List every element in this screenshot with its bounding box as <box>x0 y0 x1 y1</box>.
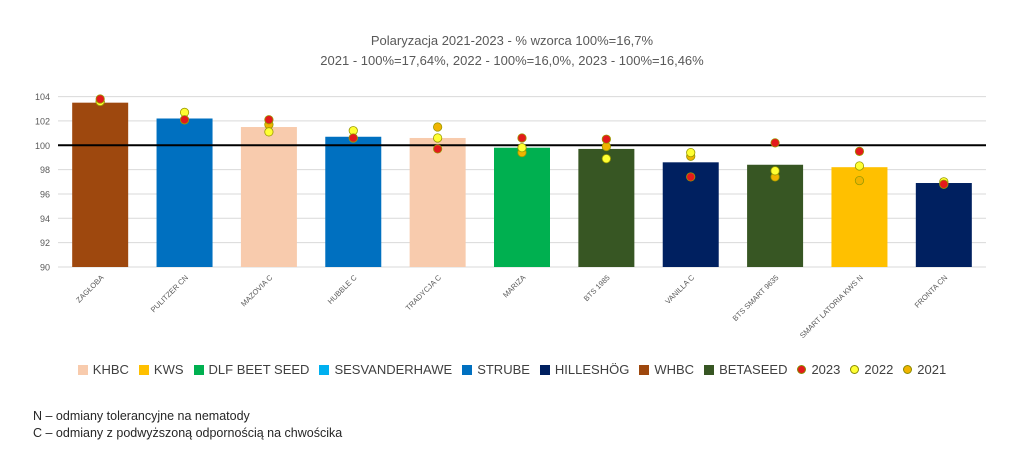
marker-2023 <box>939 179 949 189</box>
marker-2022 <box>854 161 865 171</box>
legend-label: BETASEED <box>719 362 788 377</box>
bar <box>72 102 129 267</box>
legend-item: HILLESHÖG <box>539 362 630 377</box>
x-tick-label: FRONTA CN <box>913 273 950 310</box>
legend-item: STRUBE <box>462 362 530 377</box>
marker-2023 <box>348 133 358 143</box>
marker-2023 <box>264 115 274 125</box>
marker-2023 <box>433 144 443 154</box>
y-tick-label: 100 <box>35 141 50 151</box>
y-tick-label: 104 <box>35 92 50 102</box>
marker-2022 <box>264 127 274 137</box>
marker-2023 <box>179 115 190 125</box>
legend-label: 2023 <box>811 362 841 377</box>
bar <box>494 147 550 267</box>
legend-label: HILLESHÖG <box>554 362 630 377</box>
legend-item: 2023 <box>797 362 840 377</box>
marker-2023 <box>601 134 611 144</box>
footnote-n: N – odmiany tolerancyjne na nematody <box>33 409 250 423</box>
chart-subtitle: 2021 - 100%=17,64%, 2022 - 100%=16,0%, 2… <box>320 53 704 68</box>
marker-2023 <box>686 172 696 182</box>
chart-plot: 90 92 94 96 98 100 102 104 ZAGŁOBA PULITZER CN MAZ… <box>35 92 986 340</box>
marker-2021 <box>433 122 443 132</box>
bar <box>409 137 466 267</box>
footnote-c: C – odmiany z podwyższoną odpornością na… <box>33 426 343 440</box>
legend-swatch <box>639 364 650 375</box>
marker-2023 <box>517 133 527 143</box>
marker-2023 <box>95 94 105 104</box>
legend-item: KHBC <box>77 362 129 377</box>
legend-swatch <box>319 364 330 375</box>
x-tick-label: PULITZER CN <box>149 273 190 314</box>
marker-2023 <box>854 146 865 156</box>
legend-label: 2021 <box>917 362 947 377</box>
bar <box>156 118 213 267</box>
legend-item: BETASEED <box>704 362 787 377</box>
marker-2022 <box>686 147 696 158</box>
marker-2022 <box>517 143 527 153</box>
y-tick-label: 98 <box>40 165 50 175</box>
y-tick-label: 96 <box>40 189 50 199</box>
legend-swatch <box>539 364 550 375</box>
legend-swatch <box>193 364 204 375</box>
legend-label: DLF BEET SEED <box>208 362 310 377</box>
legend-item: 2021 <box>903 362 946 377</box>
legend-label: SESVANDERHAWE <box>334 362 453 377</box>
legend-item: DLF BEET SEED <box>193 362 310 377</box>
legend-swatch <box>704 364 715 375</box>
legend-label: KWS <box>153 362 184 377</box>
y-tick-label: 92 <box>40 238 50 248</box>
legend-marker <box>797 365 807 374</box>
x-tick-label: TRADYCJA C <box>404 273 444 313</box>
legend-marker <box>903 365 913 374</box>
legend-item: KWS <box>138 362 184 377</box>
y-tick-label: 94 <box>40 214 50 224</box>
x-tick-label: VANILLA C <box>663 273 696 306</box>
bar <box>915 183 972 267</box>
legend-label: STRUBE <box>477 362 530 377</box>
chart-legend: KHBC KWS DLF BEET SEED SESVANDERHAWE STRUBE H… <box>0 362 1024 377</box>
marker-2022 <box>770 166 780 176</box>
bar <box>240 127 297 267</box>
marker-2021 <box>854 175 865 186</box>
legend-swatch <box>462 364 473 375</box>
legend-swatch <box>77 364 88 375</box>
bar <box>747 164 804 267</box>
legend-label: 2022 <box>864 362 894 377</box>
x-tick-label: MARIZA <box>501 273 527 299</box>
marker-2023 <box>770 138 780 148</box>
marker-2022 <box>601 154 611 164</box>
legend-swatch <box>138 364 149 375</box>
legend-label: KHBC <box>92 362 129 377</box>
x-tick-label: SMART LATORIA KWS N <box>798 273 865 340</box>
x-tick-label: HUBBLE C <box>326 273 359 306</box>
footnotes: N – odmiany tolerancyjne na nematody C –… <box>33 408 342 442</box>
legend-item: WHBC <box>639 362 694 377</box>
marker-2022 <box>433 133 443 143</box>
x-tick-label: ZAGŁOBA <box>74 273 105 304</box>
legend-item: SESVANDERHAWE <box>319 362 452 377</box>
bar <box>325 136 382 267</box>
y-tick-label: 90 <box>40 263 50 273</box>
legend-label: WHBC <box>654 362 695 377</box>
bar <box>578 148 635 267</box>
x-tick-label: MAZOVIA C <box>239 273 275 309</box>
legend-marker <box>850 365 860 374</box>
x-tick-label: BTS 1985 <box>582 273 612 303</box>
x-tick-label: BTS SMART 9635 <box>731 273 781 323</box>
legend-item: 2022 <box>850 362 893 377</box>
chart-title: Polaryzacja 2021-2023 - % wzorca 100%=16… <box>370 33 654 48</box>
y-tick-label: 102 <box>35 116 50 126</box>
